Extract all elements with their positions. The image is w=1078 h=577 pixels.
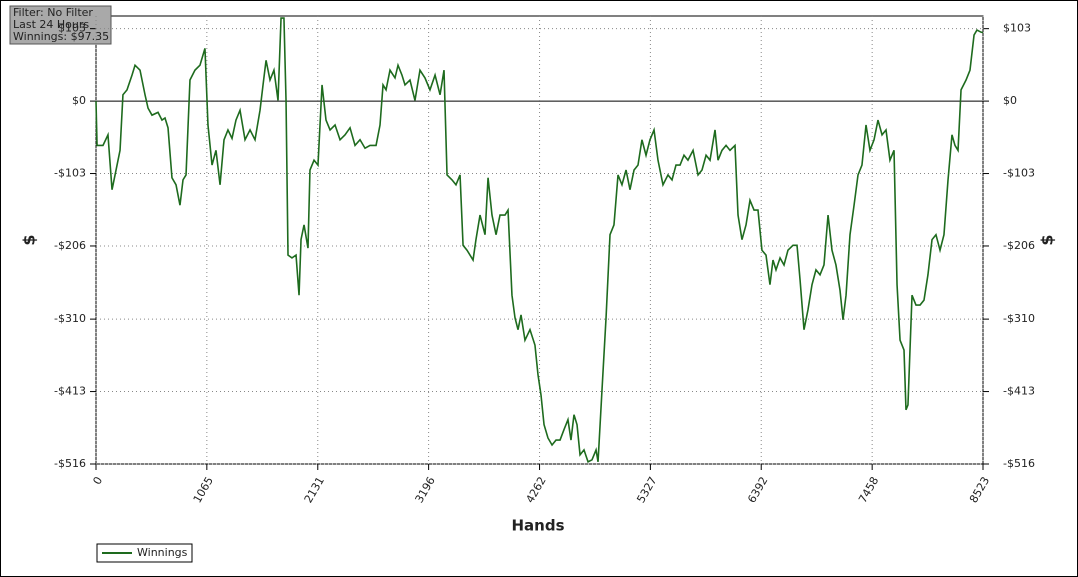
y-tick-label: -$103 (54, 167, 86, 180)
y-tick-label: $103 (58, 22, 86, 35)
y2-tick-label: -$310 (1003, 312, 1035, 325)
x-axis-label: Hands (511, 517, 564, 535)
y2-tick-label: -$413 (1003, 385, 1035, 398)
series-line (95, 17, 984, 464)
y-tick-label: -$206 (54, 239, 86, 252)
info-box: Filter: No Filter Last 24 Hours Winnings… (9, 5, 112, 45)
info-box-bg (9, 5, 112, 45)
y-tick-label: -$413 (54, 385, 86, 398)
y2-tick-label: -$206 (1003, 239, 1035, 252)
info-line: Winnings: $97.35 (13, 30, 109, 43)
y-tick-label: $0 (72, 94, 86, 107)
info-line: Last 24 Hours (13, 18, 89, 31)
legend-box (96, 543, 193, 563)
y2-tick-label: $0 (1003, 94, 1017, 107)
y-tick-label: -$516 (54, 457, 86, 470)
y-tick-label: -$310 (54, 312, 86, 325)
legend-label: Winnings (137, 546, 188, 559)
y2-axis-label: $ (1038, 234, 1057, 245)
y2-tick-label: -$516 (1003, 457, 1035, 470)
y-axis-label: $ (20, 234, 39, 245)
y2-tick-label: -$103 (1003, 167, 1035, 180)
y2-tick-label: $103 (1003, 22, 1031, 35)
info-line: Filter: No Filter (13, 6, 93, 19)
